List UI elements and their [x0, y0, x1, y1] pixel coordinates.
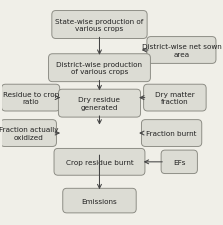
- FancyBboxPatch shape: [147, 37, 216, 64]
- Text: Dry matter
fraction: Dry matter fraction: [155, 91, 195, 105]
- Text: Crop residue burnt: Crop residue burnt: [66, 159, 133, 165]
- Text: EFs: EFs: [173, 159, 186, 165]
- Text: Fraction actually
oxidized: Fraction actually oxidized: [0, 127, 58, 140]
- FancyBboxPatch shape: [58, 90, 140, 118]
- Text: State-wise production of
various crops: State-wise production of various crops: [55, 19, 144, 32]
- FancyBboxPatch shape: [161, 151, 197, 174]
- Text: Fraction burnt: Fraction burnt: [146, 130, 197, 136]
- FancyBboxPatch shape: [141, 120, 202, 147]
- FancyBboxPatch shape: [52, 11, 147, 39]
- FancyBboxPatch shape: [49, 54, 150, 82]
- Text: District-wise production
of various crops: District-wise production of various crop…: [56, 62, 142, 75]
- Text: Emissions: Emissions: [82, 198, 117, 204]
- FancyBboxPatch shape: [0, 120, 56, 147]
- FancyBboxPatch shape: [63, 189, 136, 213]
- FancyBboxPatch shape: [54, 149, 145, 176]
- FancyBboxPatch shape: [144, 85, 206, 112]
- Text: Residue to crop
ratio: Residue to crop ratio: [2, 91, 59, 105]
- Text: Dry residue
generated: Dry residue generated: [78, 97, 120, 110]
- FancyBboxPatch shape: [2, 85, 60, 112]
- Text: District-wise net sown
area: District-wise net sown area: [142, 44, 221, 57]
